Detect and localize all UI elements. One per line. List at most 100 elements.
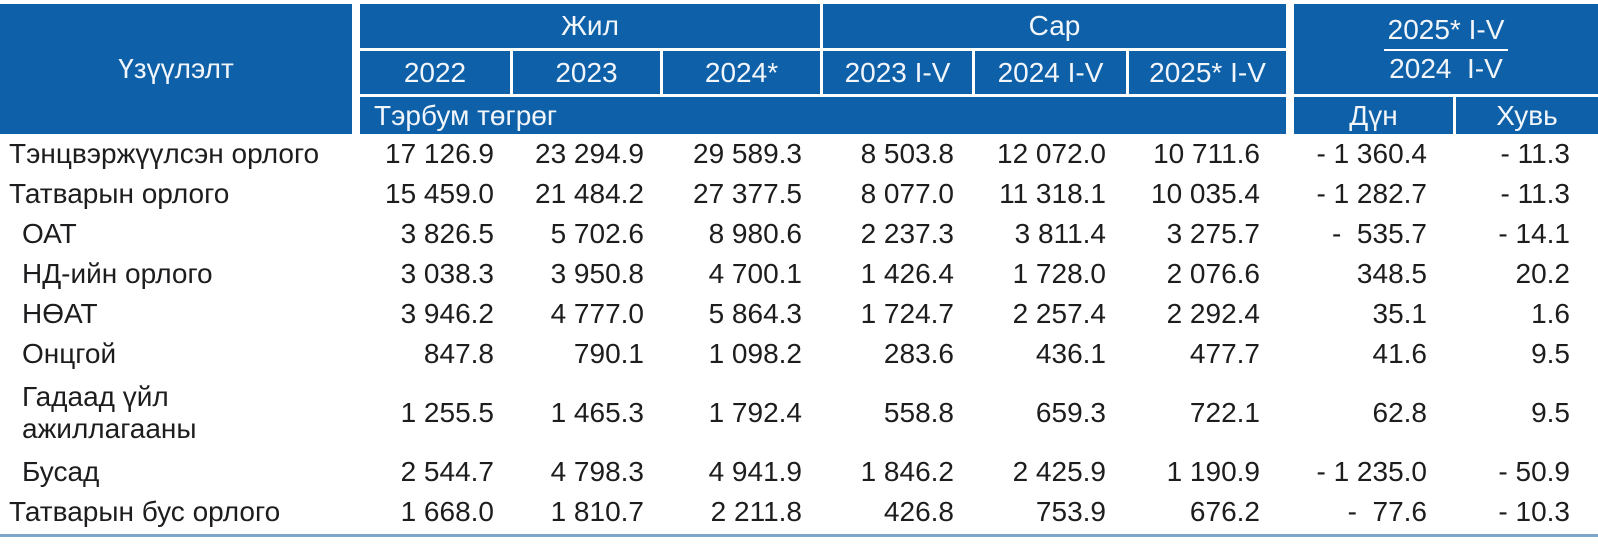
cell: 722.1 xyxy=(1189,397,1260,428)
cell: 20.2 xyxy=(1515,258,1571,289)
cell: - 50.9 xyxy=(1498,456,1570,487)
cell: 2 292.4 xyxy=(1166,298,1260,329)
header-col-2023: 2023 xyxy=(510,48,660,94)
cell: 2 211.8 xyxy=(710,496,802,527)
row-label: Онцгой xyxy=(22,338,117,369)
cell: 21 484.2 xyxy=(535,178,644,209)
cell: 1.6 xyxy=(1531,298,1570,329)
cell: 348.5 xyxy=(1356,258,1427,289)
cell: 4 941.9 xyxy=(708,456,802,487)
header-col-2022: 2022 xyxy=(360,48,510,94)
cell: 5 864.3 xyxy=(708,298,802,329)
table-row: Татварын орлого 15 459.0 21 484.2 27 377.5 8… xyxy=(0,174,1598,214)
cell: - 11.3 xyxy=(1500,178,1570,209)
cell: 3 275.7 xyxy=(1166,218,1260,249)
cell: 1 465.3 xyxy=(550,397,644,428)
cell: 10 035.4 xyxy=(1151,178,1260,209)
header-indicator: Үзүүлэлт xyxy=(0,4,352,134)
cell: 9.5 xyxy=(1531,338,1570,369)
cell: 2 544.7 xyxy=(400,456,494,487)
cell: 17 126.9 xyxy=(385,138,494,169)
table-row: Онцгой 847.8 790.1 1 098.2 283.6 436.1 477.7 41… xyxy=(0,334,1598,374)
cell: 29 589.3 xyxy=(693,138,802,169)
cell: - 11.3 xyxy=(1500,138,1570,169)
header-col-2024: 2024* xyxy=(660,48,820,94)
cell: 9.5 xyxy=(1531,397,1570,428)
header-pct: Хувь xyxy=(1453,94,1598,134)
cell: 35.1 xyxy=(1372,298,1428,329)
cell: 3 811.4 xyxy=(1014,218,1106,249)
cell: 11 318.1 xyxy=(999,178,1106,209)
header-ratio-2025-vs-2024: 2025* I-V 2024 I-V xyxy=(1294,4,1598,94)
cell: 847.8 xyxy=(423,338,494,369)
cell: - 77.6 xyxy=(1347,496,1427,527)
cell: 1 668.0 xyxy=(400,496,494,527)
cell: 790.1 xyxy=(573,338,644,369)
cell: 1 728.0 xyxy=(1012,258,1106,289)
row-label: Татварын орлого xyxy=(9,178,230,209)
cell: 3 946.2 xyxy=(400,298,494,329)
cell: 15 459.0 xyxy=(385,178,494,209)
cell: 4 798.3 xyxy=(550,456,644,487)
table-row: НД-ийн орлого 3 038.3 3 950.8 4 700.1 1 426.… xyxy=(0,254,1598,294)
cell: 4 700.1 xyxy=(708,258,802,289)
header-diff: Дүн xyxy=(1294,94,1453,134)
cell: 558.8 xyxy=(883,397,954,428)
cell: 426.8 xyxy=(883,496,954,527)
cell: 5 702.6 xyxy=(550,218,644,249)
ratio-denominator: 2024 I-V xyxy=(1389,52,1503,84)
table-row: ОАТ 3 826.5 5 702.6 8 980.6 2 237.3 3 811.4 3 … xyxy=(0,214,1598,254)
cell: 23 294.9 xyxy=(535,138,644,169)
header-group-year: Жил xyxy=(360,4,820,48)
cell: 8 503.8 xyxy=(860,138,954,169)
cell: 2 237.3 xyxy=(860,218,954,249)
cell: 659.3 xyxy=(1035,397,1106,428)
row-label: ОАТ xyxy=(22,218,77,249)
cell: 1 810.7 xyxy=(550,496,644,527)
cell: 676.2 xyxy=(1189,496,1260,527)
cell: - 14.1 xyxy=(1498,218,1570,249)
cell: 1 098.2 xyxy=(708,338,802,369)
cell: 2 257.4 xyxy=(1012,298,1106,329)
cell: - 10.3 xyxy=(1498,496,1570,527)
cell: 477.7 xyxy=(1189,338,1260,369)
cell: 1 724.7 xyxy=(860,298,954,329)
cell: 436.1 xyxy=(1035,338,1106,369)
row-label: Татварын бус орлого xyxy=(9,496,281,527)
table-body: Тэнцвэржүүлсэн орлого 17 126.9 23 294.9 29 … xyxy=(0,134,1598,532)
row-label: НД-ийн орлого xyxy=(22,258,213,289)
cell: 1 792.4 xyxy=(708,397,802,428)
header-unit: Тэрбум төгрөг xyxy=(360,94,1286,134)
cell: 3 038.3 xyxy=(400,258,494,289)
cell: 8 077.0 xyxy=(860,178,954,209)
row-label: Гадаад үйл ажиллагааны xyxy=(22,381,197,444)
table-bottom-rule xyxy=(0,534,1598,537)
cell: 41.6 xyxy=(1372,338,1428,369)
row-label: Бусад xyxy=(22,456,100,487)
cell: 2 076.6 xyxy=(1166,258,1260,289)
cell: 753.9 xyxy=(1035,496,1106,527)
table-header: Үзүүлэлт Жил Сар 2025* I-V 2024 I-V 2022… xyxy=(0,4,1598,134)
table-row: Татварын бус орлого 1 668.0 1 810.7 2 211.8… xyxy=(0,492,1598,532)
cell: 1 190.9 xyxy=(1166,456,1260,487)
cell: 3 826.5 xyxy=(400,218,494,249)
cell: - 1 360.4 xyxy=(1316,138,1427,169)
table-row: НӨАТ 3 946.2 4 777.0 5 864.3 1 724.7 2 257.4 2… xyxy=(0,294,1598,334)
header-col-2024-iv: 2024 I-V xyxy=(972,48,1126,94)
cell: 8 980.6 xyxy=(708,218,802,249)
cell: - 535.7 xyxy=(1332,218,1427,249)
cell: - 1 235.0 xyxy=(1316,456,1427,487)
cell: 12 072.0 xyxy=(997,138,1106,169)
row-label: НӨАТ xyxy=(22,298,98,329)
cell: 27 377.5 xyxy=(693,178,802,209)
cell: 3 950.8 xyxy=(550,258,644,289)
header-col-2023-iv: 2023 I-V xyxy=(820,48,972,94)
table-row: Бусад 2 544.7 4 798.3 4 941.9 1 846.2 2 425.9… xyxy=(0,452,1598,492)
cell: 2 425.9 xyxy=(1012,456,1106,487)
cell: - 1 282.7 xyxy=(1316,178,1427,209)
cell: 10 711.6 xyxy=(1153,138,1260,169)
cell: 1 426.4 xyxy=(860,258,954,289)
header-col-2025-iv: 2025* I-V xyxy=(1126,48,1286,94)
row-label: Тэнцвэржүүлсэн орлого xyxy=(9,138,320,169)
